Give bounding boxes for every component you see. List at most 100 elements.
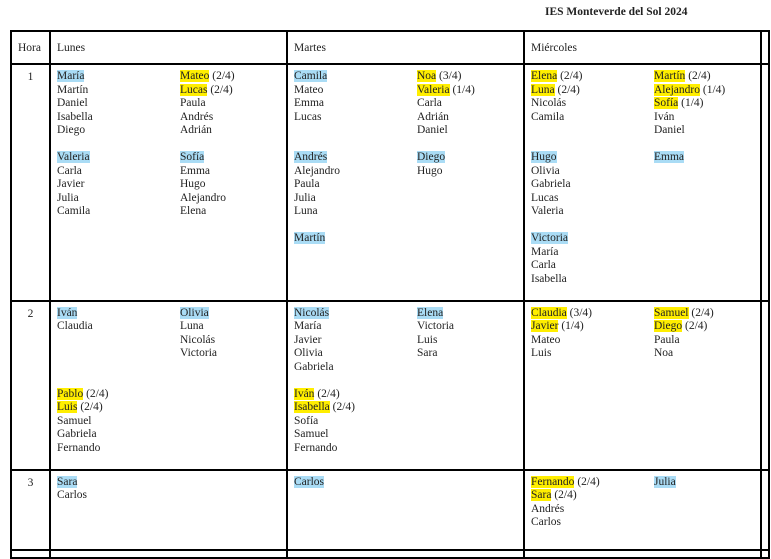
- list-item: Sara (2/4): [531, 489, 654, 503]
- student-name: Camila: [57, 205, 91, 217]
- student-group: Samuel (2/4) Diego (2/4) Paula Noa: [654, 306, 760, 361]
- student-name: Martín: [654, 70, 686, 82]
- student-group: Sofía Emma Hugo Alejandro Elena: [180, 151, 286, 219]
- student-name: Paula: [294, 178, 320, 190]
- student-name: Lucas: [294, 110, 322, 123]
- list-item: Luis: [417, 334, 523, 348]
- list-item: Mateo (2/4): [180, 70, 286, 84]
- student-name: Gabriela: [57, 428, 97, 440]
- student-name: Fernando: [294, 441, 338, 454]
- list-item: Hugo: [180, 178, 286, 192]
- student-name: Luis: [531, 347, 552, 359]
- cell-column: Noa (3/4) Valeria (1/4) Carla Adrián Daniel D…: [417, 70, 523, 259]
- student-name: Nicolás: [294, 306, 330, 319]
- list-item: Carlos: [531, 516, 654, 530]
- list-item: Luis (2/4): [57, 401, 180, 415]
- fraction: (2/4): [83, 387, 109, 400]
- student-name: Javier: [531, 320, 559, 332]
- fraction: (2/4): [551, 489, 577, 501]
- cell-column: María Martín Daniel Isabella Diego Valeria Car…: [57, 70, 180, 232]
- student-name: Iván: [654, 110, 675, 123]
- list-item: Iván: [654, 111, 760, 125]
- student-name: Valeria: [417, 83, 450, 96]
- list-item: Mateo: [294, 84, 417, 98]
- student-name: Paula: [180, 97, 206, 109]
- header-day-lunes: Lunes: [49, 30, 288, 65]
- list-item: Valeria: [57, 151, 180, 165]
- list-item: Julia: [294, 192, 417, 206]
- student-name: Lucas: [531, 191, 559, 204]
- list-item: Daniel: [417, 124, 523, 138]
- day-cell: Claudia (3/4) Javier (1/4) Mateo Luis Samuel…: [523, 299, 762, 471]
- fraction: (2/4): [554, 83, 580, 96]
- student-group: Elena Victoria Luis Sara: [417, 306, 523, 361]
- student-name: Emma: [294, 97, 325, 109]
- timetable: Hora Lunes Martes Miércoles 1 María Martín…: [10, 30, 770, 559]
- student-name: Sofía: [180, 151, 205, 163]
- list-item: Olivia: [531, 165, 654, 179]
- list-item: Luis: [531, 347, 654, 361]
- student-group: Victoria María Carla Isabella: [531, 232, 654, 286]
- list-item: Pablo (2/4): [57, 387, 180, 402]
- student-name: Carlos: [531, 516, 562, 528]
- student-name: Fernando: [531, 475, 575, 488]
- student-name: Nicolás: [180, 333, 216, 346]
- student-name: Diego: [654, 320, 683, 332]
- list-item: Iván (2/4): [294, 387, 417, 402]
- cell-column: Iván Claudia Pablo (2/4) Luis (2/4) Samuel Ga…: [57, 306, 180, 469]
- cell-column: Claudia (3/4) Javier (1/4) Mateo Luis: [531, 306, 654, 375]
- student-name: Lucas: [180, 83, 208, 96]
- student-name: Andrés: [531, 502, 565, 515]
- fraction: (1/4): [699, 83, 726, 96]
- list-item: Nicolás: [180, 334, 286, 348]
- fraction: (1/4): [558, 320, 584, 332]
- cell-content: Nicolás María Javier Olivia Gabriela Iván (2/…: [288, 302, 523, 469]
- cell-content: Sara Carlos: [51, 471, 286, 517]
- cell-column: Elena (2/4) Luna (2/4) Nicolás Camila Hugo Ol…: [531, 70, 654, 300]
- cell-content: [525, 551, 760, 556]
- list-item: Lucas (2/4): [180, 83, 286, 98]
- student-name: Luis: [417, 333, 438, 346]
- list-item: Emma: [294, 97, 417, 111]
- header-day-next: [760, 30, 770, 65]
- student-name: Isabella: [57, 110, 93, 123]
- list-item: Javier (1/4): [531, 320, 654, 334]
- student-name: Daniel: [417, 124, 448, 136]
- list-item: Sara: [417, 347, 523, 361]
- list-item: María: [57, 70, 180, 84]
- list-item: Diego: [417, 151, 523, 165]
- list-item: Victoria: [531, 232, 654, 246]
- list-item: Sofía (1/4): [654, 97, 760, 111]
- student-group: Nicolás María Javier Olivia Gabriela: [294, 306, 417, 375]
- student-name: Luis: [57, 401, 78, 413]
- header-day-martes: Martes: [286, 30, 525, 65]
- list-item: [57, 347, 180, 361]
- list-item: Sofía: [294, 415, 417, 429]
- student-group: Mateo (2/4) Lucas (2/4) Paula Andrés Adrián: [180, 70, 286, 138]
- student-name: Daniel: [57, 97, 88, 109]
- student-name: Sara: [417, 347, 438, 359]
- fraction: (2/4): [574, 475, 600, 488]
- student-group: Carlos: [294, 475, 417, 490]
- student-group: Olivia Luna Nicolás Victoria: [180, 306, 286, 361]
- student-name: Victoria: [180, 347, 217, 359]
- student-name: Nicolás: [531, 97, 567, 109]
- student-name: Sara: [531, 489, 552, 501]
- header-day-miercoles: Miércoles: [523, 30, 762, 65]
- list-item: Valeria (1/4): [417, 83, 523, 98]
- student-name: Sara: [57, 475, 78, 488]
- list-item: Lucas: [531, 192, 654, 206]
- student-name: Alejandro: [180, 191, 226, 204]
- cell-column: Julia: [654, 475, 760, 544]
- day-cell: Fernando (2/4) Sara (2/4) Andrés Carlos Juli…: [523, 468, 762, 551]
- student-name: Mateo: [180, 70, 210, 82]
- list-item: Iván: [57, 306, 180, 321]
- list-item: Javier: [294, 334, 417, 348]
- day-cell-next: [760, 468, 770, 551]
- cell-column: Mateo (2/4) Lucas (2/4) Paula Andrés Adrián S…: [180, 70, 286, 232]
- cell-content: Claudia (3/4) Javier (1/4) Mateo Luis Samuel…: [525, 302, 760, 375]
- cell-content: [51, 551, 286, 556]
- cell-column: Martín (2/4) Alejandro (1/4) Sofía (1/4) Iv…: [654, 70, 760, 300]
- list-item: Andrés: [294, 151, 417, 165]
- list-item: Martín: [294, 232, 417, 246]
